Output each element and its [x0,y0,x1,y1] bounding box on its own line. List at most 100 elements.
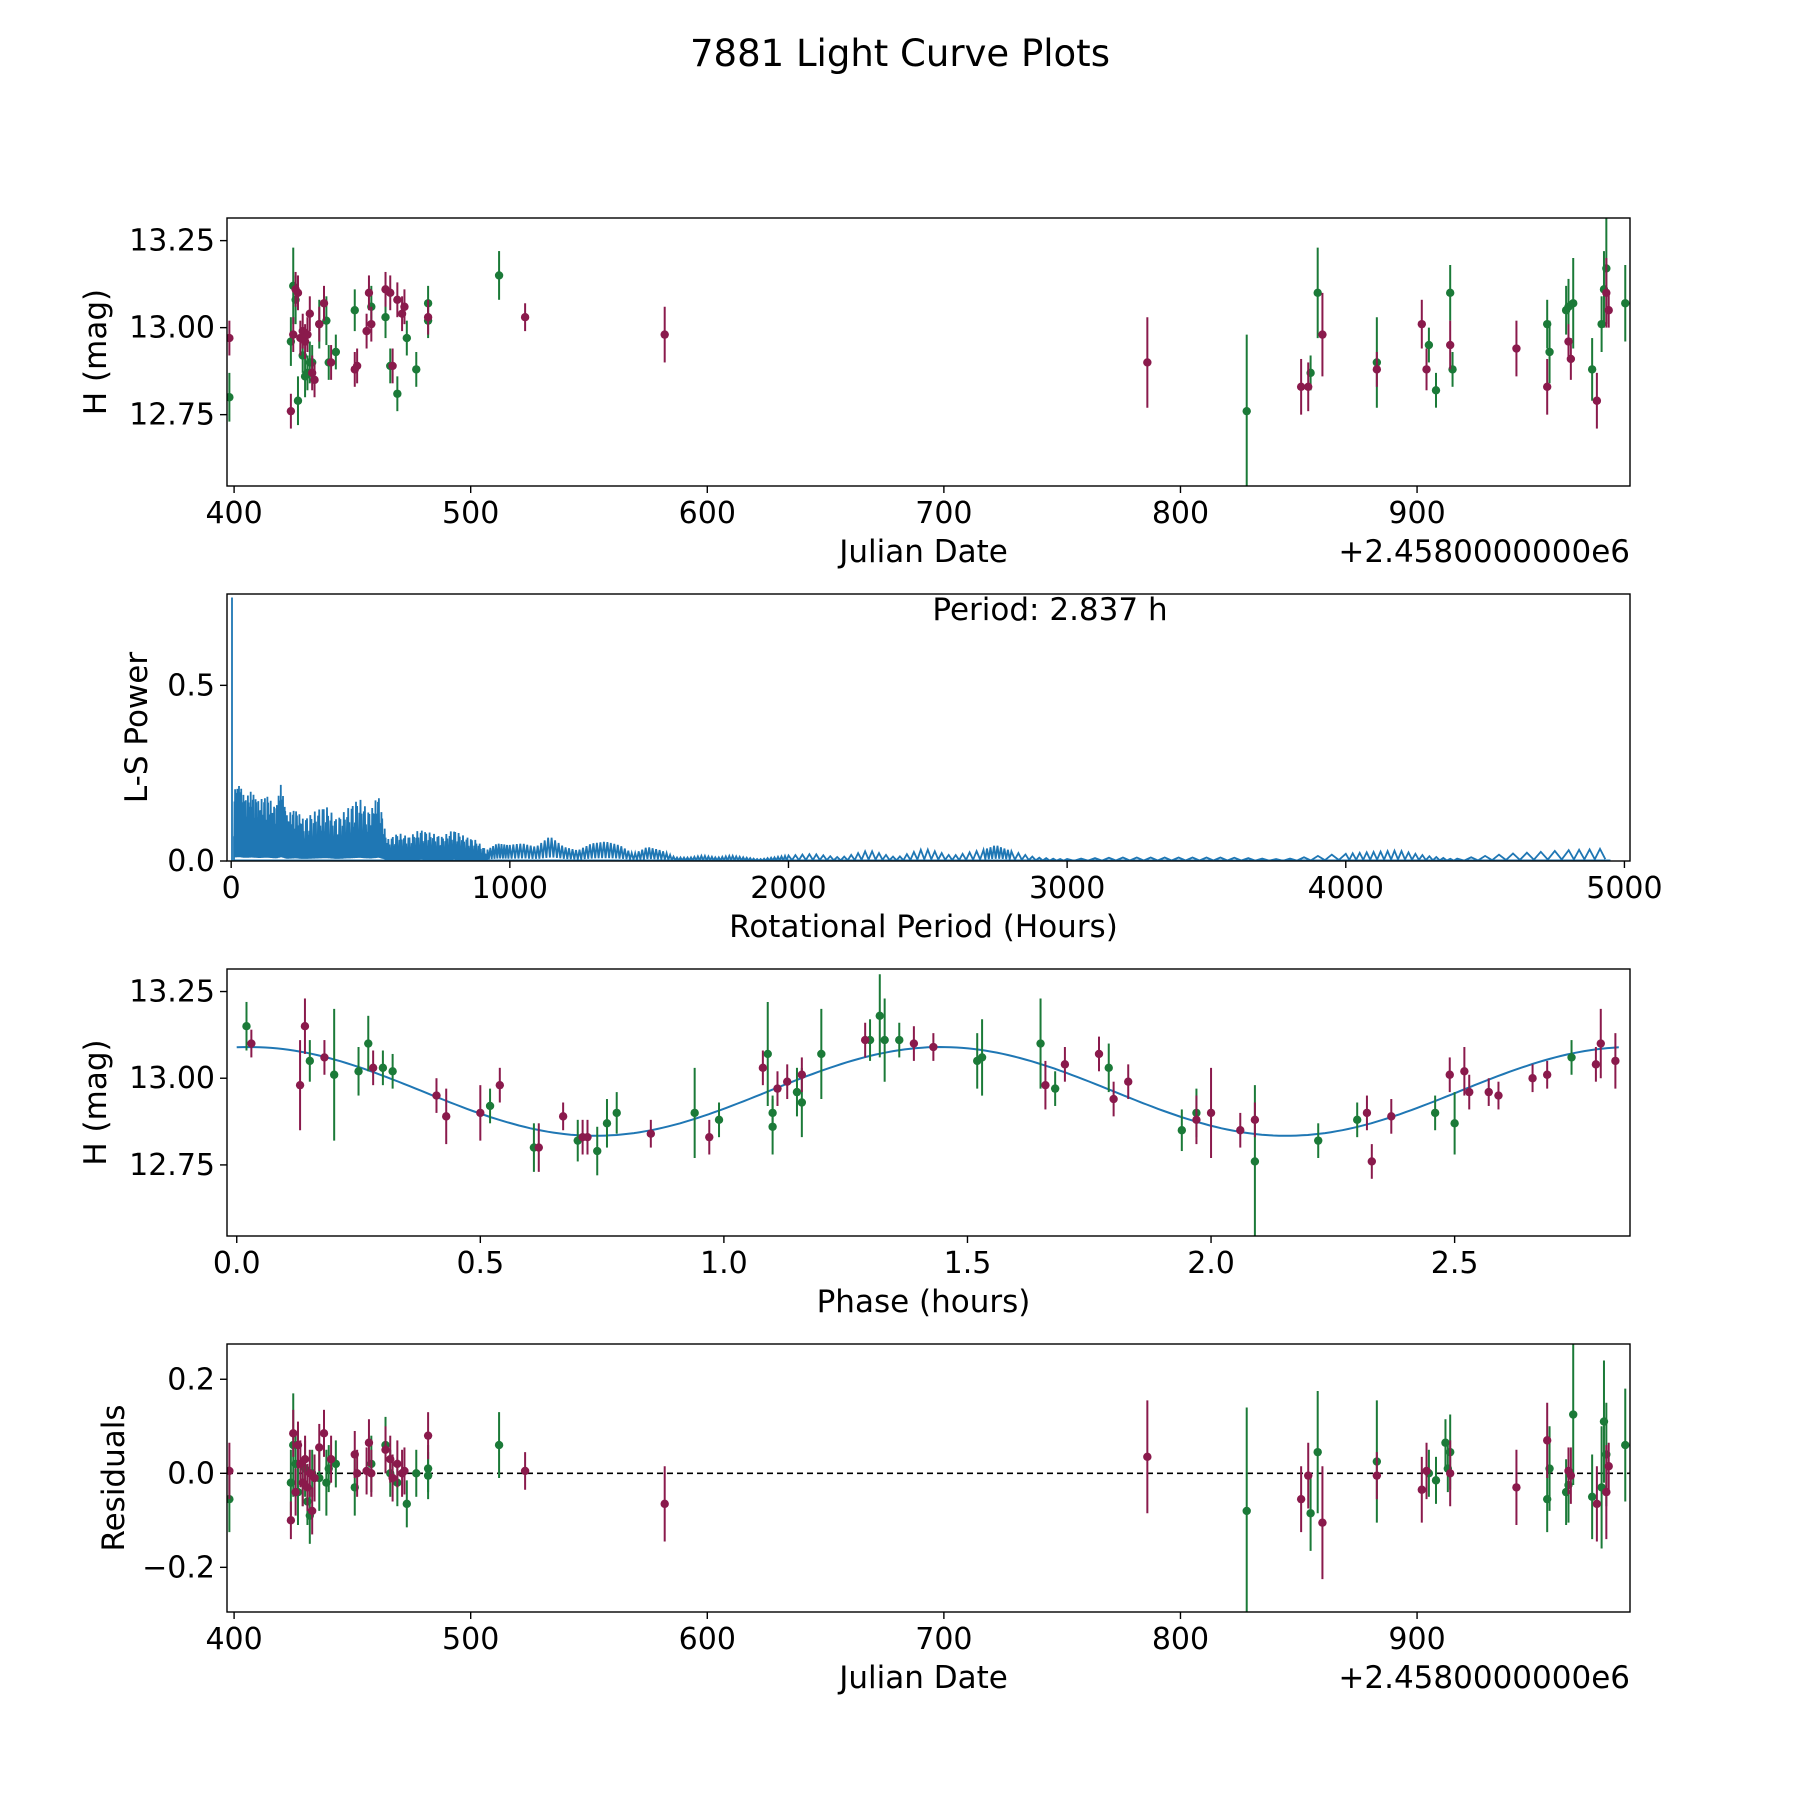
x-tick-label: 2.5 [1431,1246,1479,1281]
y-tick-label: 0.5 [167,668,215,703]
data-point [797,1070,807,1079]
data-point [329,1070,339,1079]
y-axis-label: H (mag) [78,1039,114,1165]
x-tick-label: 4000 [1308,871,1384,906]
x-tick-label: 600 [679,1622,736,1657]
data-point [1445,1070,1454,1079]
data-point [307,1506,317,1516]
x-tick-label: 700 [915,496,972,531]
y-tick-label: 12.75 [129,398,215,433]
data-point [402,333,412,343]
data-point [227,393,234,402]
data-point [880,1035,889,1045]
data-point [895,1035,904,1045]
data-point [660,1499,669,1509]
data-point [792,1087,802,1097]
x-tick-label: 700 [915,1622,972,1657]
data-point [1494,1091,1503,1100]
data-point [1306,1509,1315,1518]
x-tick-label: 1.0 [700,1246,748,1281]
data-point [350,306,359,315]
plot-area [231,597,1611,861]
axes-frame [226,968,1631,1237]
data-point [1542,1436,1552,1445]
data-point [1569,299,1578,308]
data-point [817,1049,826,1059]
data-point [386,288,395,298]
data-point [300,1454,310,1464]
y-tick-label: 0.0 [167,1456,215,1491]
data-point [412,1469,421,1478]
y-tick-label: 0.2 [167,1362,215,1397]
data-point [381,312,390,322]
data-point [1104,1063,1113,1073]
data-point [393,295,402,304]
data-point [909,1039,919,1048]
data-point [381,1445,390,1454]
data-point [368,1063,378,1073]
data-point [494,271,504,280]
data-point [1352,1115,1362,1125]
x-tick-label: 400 [205,1622,262,1657]
series-magenta [227,258,1613,429]
y-tick-label: 0.0 [167,844,215,879]
data-point [367,319,376,329]
data-point [310,375,319,385]
data-point [1445,340,1455,350]
series-magenta [227,1400,1613,1580]
series-green [227,1344,1630,1612]
data-point [305,1056,315,1066]
figure-title: 7881 Light Curve Plots [690,32,1110,75]
data-point [690,1108,699,1118]
data-point [1569,1410,1578,1419]
data-point [1591,1060,1601,1069]
data-point [1431,1476,1441,1485]
data-point [286,1516,296,1525]
data-point [300,1022,310,1031]
period-annotation: Period: 2.837 h [932,592,1167,628]
data-point [1124,1077,1133,1086]
data-point [1450,1119,1459,1128]
data-point [1587,1492,1597,1502]
x-offset-label: +2.4580000000e6 [1338,1660,1630,1696]
data-point [432,1091,441,1100]
data-point [293,396,303,405]
panel-3-phased-curve: 0.0 0.5 1.0 1.5 2.0 2.5 12.75 13.00 13.25 Phase (… [78,968,1631,1320]
y-tick-label: 13.25 [129,975,215,1010]
periodogram-line [231,597,1607,861]
x-tick-label: 5000 [1586,871,1662,906]
series-green [242,974,1576,1236]
plot-area [227,1344,1630,1612]
panel-4-residuals: 400 500 600 700 800 900 −0.2 0.0 0.2 Julian Date R… [96,1343,1631,1696]
data-point [305,309,315,318]
data-point [860,1035,870,1045]
data-point [1596,1039,1605,1048]
y-axis-label: Residuals [96,1404,132,1551]
data-point [612,1108,621,1118]
data-point [354,1067,363,1076]
data-point [1592,1499,1602,1509]
data-point [1422,1466,1431,1476]
data-point [558,1112,568,1121]
y-tick-label: 12.75 [129,1148,215,1183]
data-point [1250,1115,1260,1125]
data-point [1567,1053,1576,1062]
data-point [705,1132,714,1142]
data-point [1372,365,1382,374]
data-point [1431,386,1441,395]
data-point [929,1042,938,1052]
data-point [646,1129,656,1138]
data-point [320,1053,329,1062]
data-point [400,1466,409,1476]
x-tick-label: 500 [442,1622,499,1657]
x-tick-label: 900 [1388,1622,1445,1657]
data-point [1242,1506,1251,1516]
data-point [763,1049,772,1059]
data-point [227,333,234,343]
data-point [714,1115,724,1125]
data-point [1362,1108,1372,1118]
plot-area [236,974,1620,1236]
data-point [1304,1471,1313,1480]
data-point [423,1464,433,1473]
x-tick-label: 0.0 [213,1246,261,1281]
